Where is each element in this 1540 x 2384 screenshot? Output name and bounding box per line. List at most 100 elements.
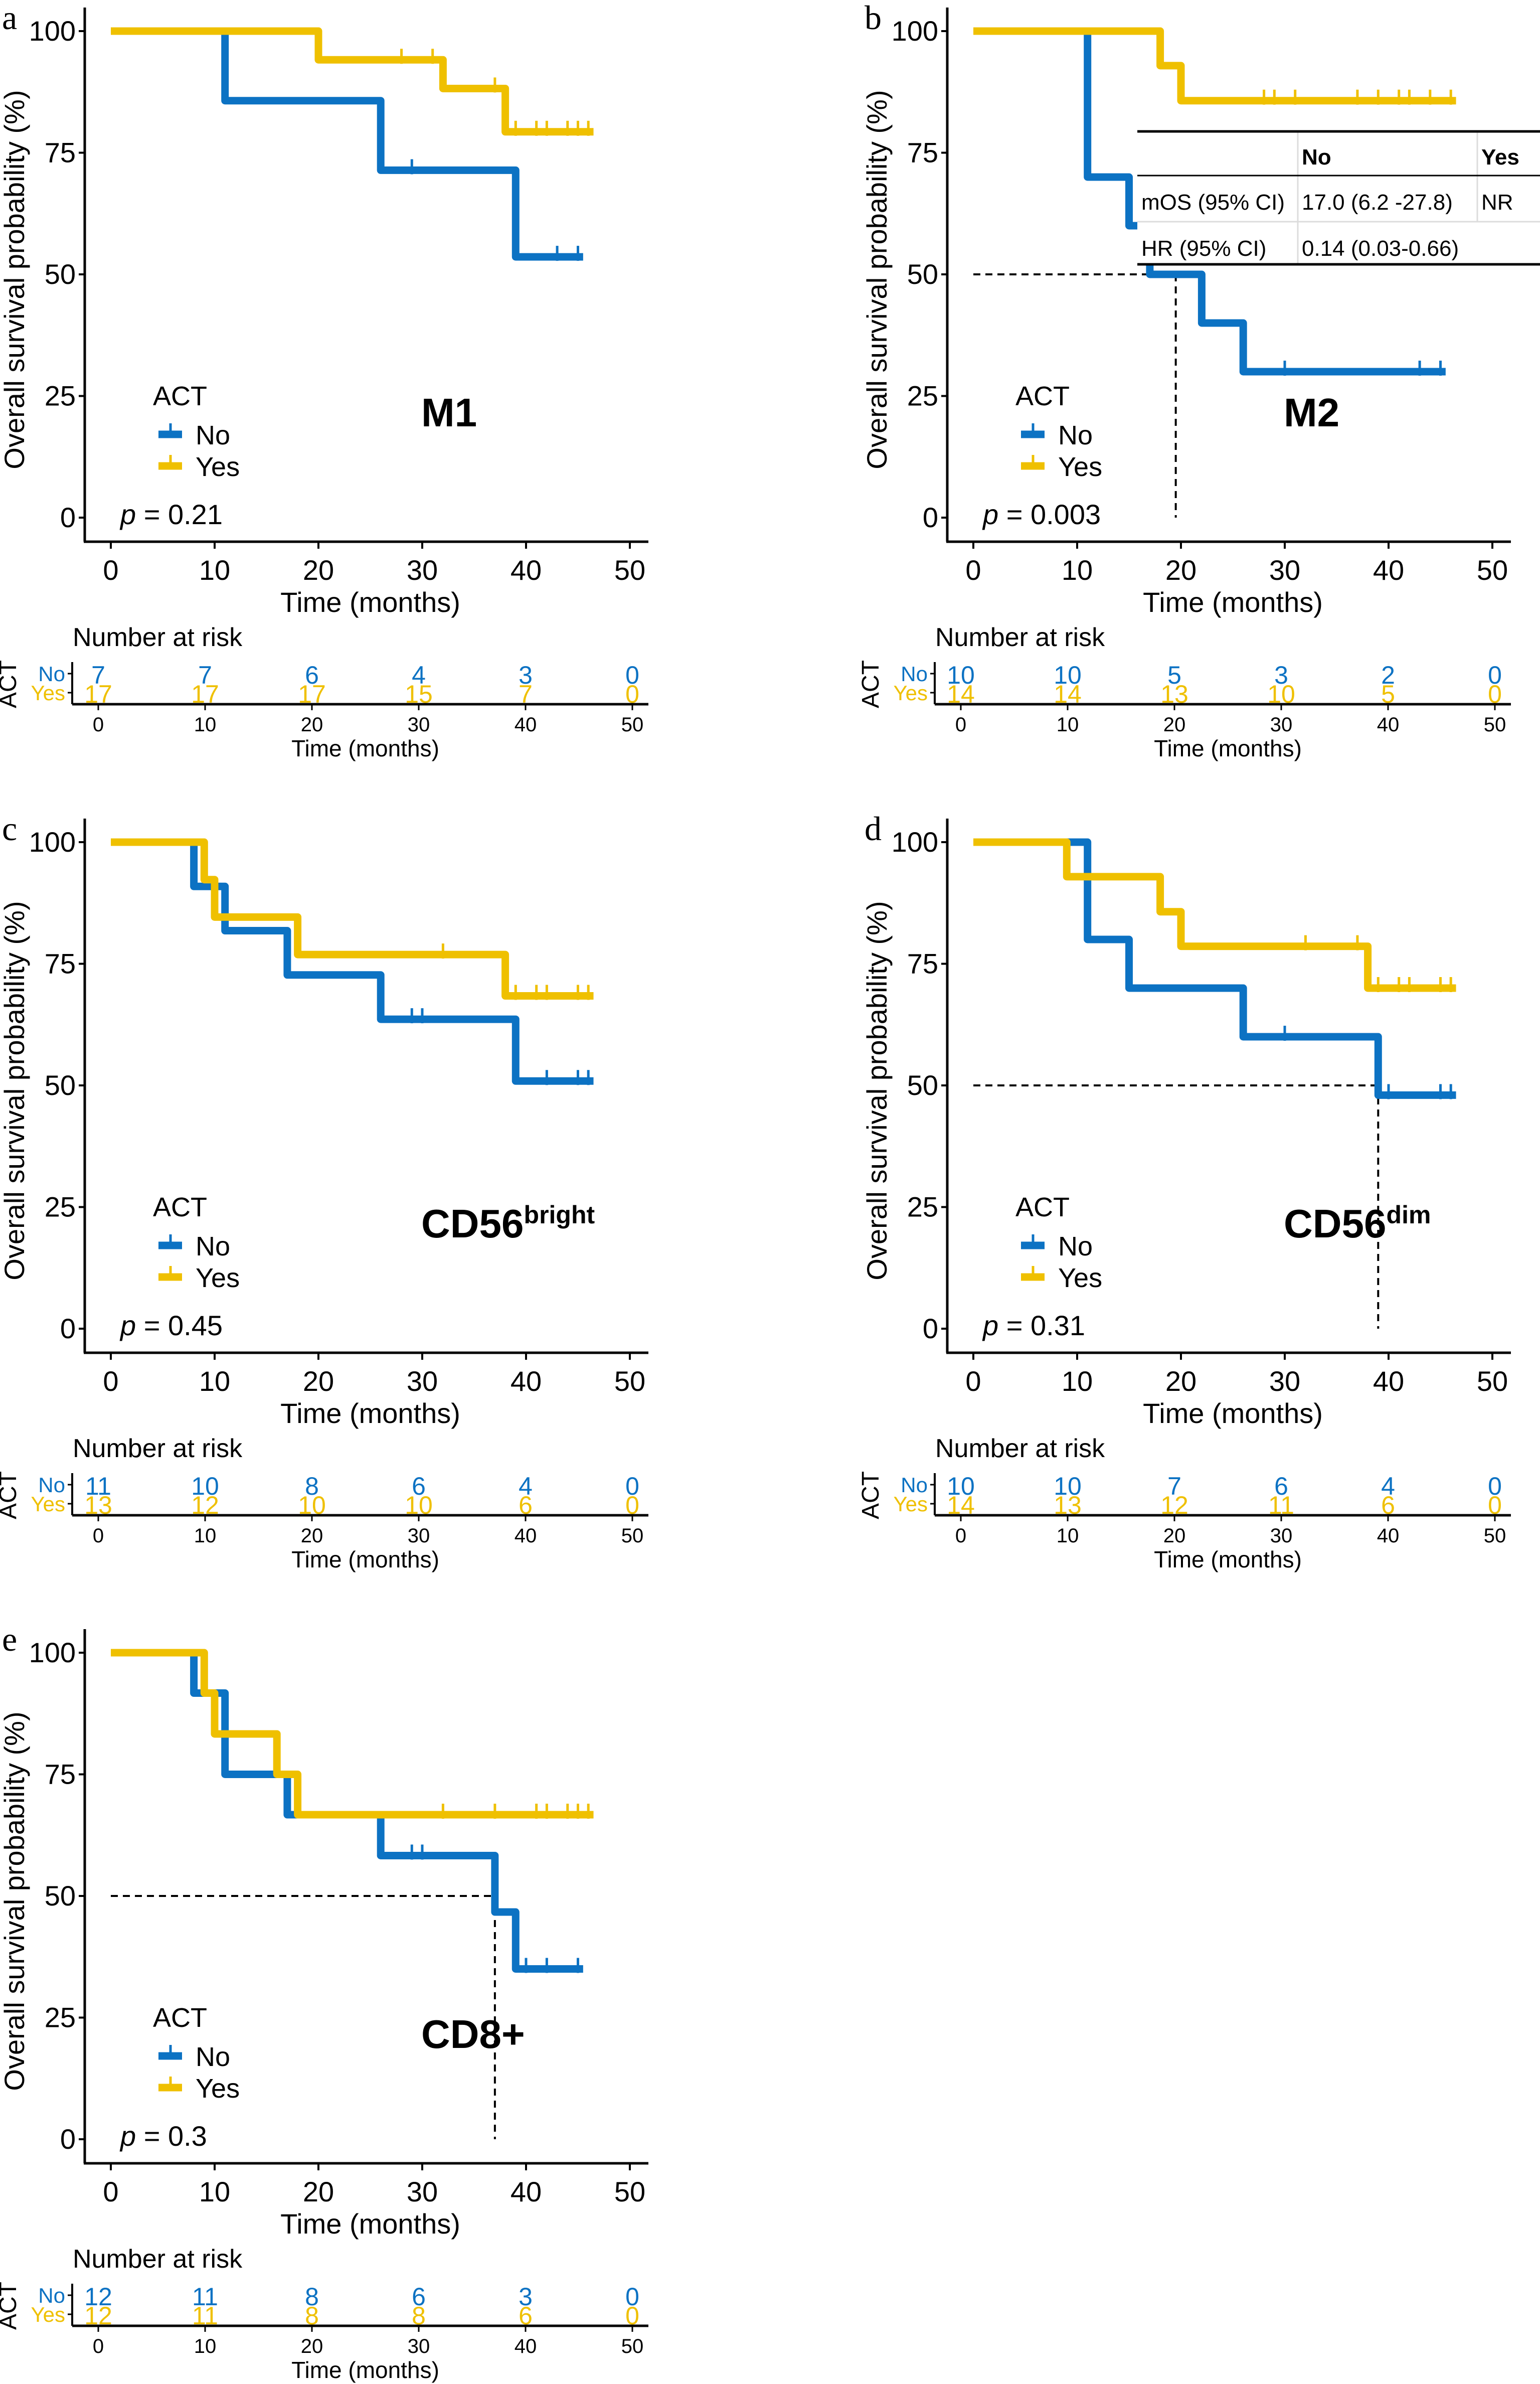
risk-count-yes: 0: [1488, 1491, 1502, 1519]
x-tick-label: 20: [303, 1365, 334, 1397]
risk-count-no: 2: [1381, 661, 1395, 689]
risk-row-label-no: No: [38, 2284, 65, 2307]
x-tick-label: 50: [614, 2176, 645, 2207]
risk-row-label-no: No: [901, 662, 928, 686]
summary-table-cell: 0.14 (0.03-0.66): [1302, 236, 1459, 261]
risk-x-tick-label: 40: [1377, 1525, 1400, 1547]
y-tick-label: 50: [907, 1069, 938, 1101]
y-tick-label: 100: [29, 15, 76, 47]
risk-table-y-label: ACT: [858, 1471, 884, 1519]
y-tick-label: 0: [923, 1313, 938, 1344]
risk-count-no: 6: [1274, 1472, 1288, 1500]
risk-count-no: 0: [625, 1472, 639, 1500]
y-tick-label: 75: [45, 948, 76, 980]
x-tick-label: 0: [103, 1365, 118, 1397]
x-tick-label: 40: [1373, 554, 1404, 586]
x-tick-label: 50: [1477, 554, 1508, 586]
risk-count-no: 7: [1167, 1472, 1181, 1500]
legend-label-yes: Yes: [1058, 452, 1102, 482]
risk-count-no: 0: [625, 2283, 639, 2311]
x-tick-label: 30: [407, 554, 438, 586]
risk-x-tick-label: 10: [194, 714, 217, 736]
summary-table-header: No: [1302, 145, 1331, 170]
risk-count-no: 10: [191, 1472, 219, 1500]
x-tick-label: 30: [1269, 1365, 1300, 1397]
risk-x-tick-label: 30: [408, 714, 430, 736]
risk-x-tick-label: 30: [408, 1525, 430, 1547]
risk-row-label-yes: Yes: [31, 1492, 65, 1516]
risk-count-yes: 0: [625, 1491, 639, 1519]
x-tick-label: 30: [407, 1365, 438, 1397]
p-value-text: = 0.31: [998, 1310, 1085, 1341]
panel-letter: a: [2, 0, 17, 37]
x-tick-label: 50: [614, 1365, 645, 1397]
y-tick-label: 50: [45, 1069, 76, 1101]
risk-count-no: 6: [412, 1472, 426, 1500]
y-tick-label: 0: [60, 1313, 76, 1344]
x-axis-label: Time (months): [1143, 586, 1323, 618]
summary-table-cell: HR (95% CI): [1141, 236, 1266, 261]
x-tick-label: 20: [1165, 554, 1196, 586]
p-symbol: p: [119, 499, 136, 530]
p-value-text: = 0.45: [136, 1310, 223, 1341]
p-symbol: p: [119, 1310, 136, 1341]
p-symbol: p: [982, 1310, 998, 1341]
risk-x-tick-label: 20: [1163, 714, 1186, 736]
legend-label-no: No: [196, 420, 230, 450]
legend-label-no: No: [196, 1231, 230, 1261]
risk-count-yes: 11: [1268, 1491, 1294, 1519]
panel-letter: b: [865, 0, 882, 37]
panel-annotation: CD56dim: [1284, 1201, 1431, 1246]
y-tick-label: 100: [29, 1637, 76, 1668]
risk-count-yes: 6: [1381, 1491, 1395, 1519]
legend-label-yes: Yes: [196, 452, 240, 482]
risk-table-title: Number at risk: [73, 2245, 243, 2274]
risk-count-yes: 17: [191, 680, 219, 708]
x-tick-label: 40: [510, 1365, 542, 1397]
p-value: p = 0.45: [119, 1310, 223, 1341]
annotation-text: M1: [421, 390, 477, 435]
legend-label-no: No: [1058, 1231, 1093, 1261]
risk-x-tick-label: 10: [194, 1525, 217, 1547]
risk-count-yes: 7: [519, 680, 533, 708]
legend-title: ACT: [1015, 381, 1070, 411]
risk-count-no: 10: [1054, 1472, 1082, 1500]
km-curve-yes: [973, 27, 1456, 105]
x-tick-label: 20: [1165, 1365, 1196, 1397]
panel-letter: d: [865, 810, 882, 848]
panel-letter: c: [2, 810, 17, 848]
p-value: p = 0.21: [119, 499, 223, 530]
risk-x-tick-label: 50: [621, 1525, 644, 1547]
risk-x-tick-label: 10: [1057, 714, 1079, 736]
annotation-text: M2: [1284, 390, 1339, 435]
x-tick-label: 0: [103, 554, 118, 586]
risk-x-tick-label: 40: [1377, 714, 1400, 736]
risk-x-tick-label: 20: [301, 2335, 323, 2357]
risk-count-yes: 12: [84, 2302, 112, 2330]
risk-count-yes: 12: [1160, 1491, 1188, 1519]
x-axis-label: Time (months): [280, 1397, 460, 1429]
legend-title: ACT: [153, 1192, 207, 1222]
y-tick-label: 100: [892, 15, 938, 47]
risk-count-no: 10: [947, 1472, 975, 1500]
y-tick-label: 25: [907, 380, 938, 412]
legend-label-no: No: [196, 2042, 230, 2072]
risk-count-no: 10: [1054, 661, 1082, 689]
x-tick-label: 50: [1477, 1365, 1508, 1397]
summary-table-cell: 17.0 (6.2 -27.8): [1302, 190, 1453, 215]
risk-x-axis-label: Time (months): [291, 1546, 439, 1572]
p-value: p = 0.3: [119, 2120, 207, 2152]
risk-x-axis-label: Time (months): [291, 735, 439, 761]
legend-label-yes: Yes: [1058, 1263, 1102, 1293]
risk-x-tick-label: 30: [408, 2335, 430, 2357]
risk-count-no: 0: [1488, 661, 1502, 689]
risk-row-label-yes: Yes: [893, 681, 928, 705]
y-axis-label: Overall survival probability (%): [0, 901, 30, 1280]
km-curve-no: [973, 838, 1456, 1099]
risk-x-tick-label: 0: [93, 2335, 104, 2357]
risk-x-axis-label: Time (months): [1154, 735, 1302, 761]
risk-count-yes: 17: [298, 680, 326, 708]
